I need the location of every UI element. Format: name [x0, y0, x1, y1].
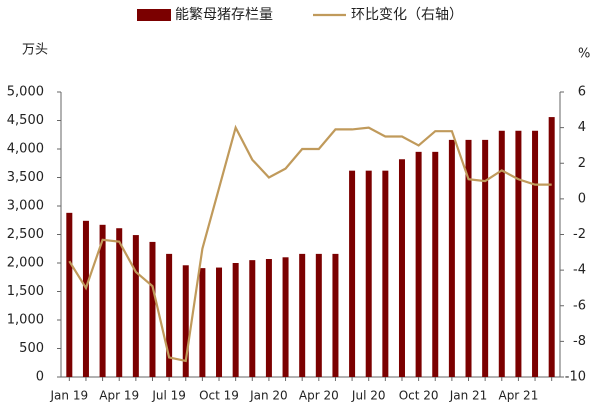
bar	[465, 139, 472, 377]
bar	[166, 253, 173, 377]
y2-tick-label: -6	[573, 298, 586, 313]
y2-tick-label: 4	[578, 120, 586, 135]
bar	[448, 139, 455, 377]
bar	[415, 151, 422, 377]
y2-axis-label: %	[578, 47, 590, 62]
bar	[515, 130, 522, 377]
y-tick-label: 4,000	[7, 142, 44, 157]
y2-tick-label: 0	[578, 191, 586, 206]
bar	[66, 212, 73, 377]
line	[68, 124, 552, 363]
x-tick-label: Apr 21	[498, 389, 538, 403]
bar	[249, 260, 256, 377]
bar	[332, 253, 339, 377]
y-tick-label: 500	[19, 341, 44, 356]
y2-tick-label: -8	[573, 334, 586, 349]
bar	[265, 259, 272, 377]
y2-tick-label: -4	[573, 263, 586, 278]
x-tick-label: Oct 19	[199, 389, 239, 403]
x-tick-label: Jan 21	[449, 389, 488, 403]
bar	[116, 228, 123, 377]
x-tick-label: Jan 19	[50, 389, 89, 403]
y-tick-label: 1,500	[7, 284, 44, 299]
y-tick-label: 4,500	[7, 113, 44, 128]
x-tick-label: Jul 20	[351, 389, 386, 403]
bar	[398, 159, 405, 377]
bar	[482, 139, 489, 377]
x-tick-label: Jan 20	[249, 389, 288, 403]
x-tick-label: Jul 19	[151, 389, 186, 403]
y2-tick-label: -2	[573, 227, 586, 242]
bar	[99, 224, 106, 377]
x-tick-label: Apr 19	[99, 389, 139, 403]
bar	[82, 220, 89, 377]
bar	[282, 257, 289, 377]
bar	[432, 151, 439, 377]
y-tick-label: 1,000	[7, 313, 44, 328]
y-tick-label: 0	[36, 370, 44, 385]
y2-tick-label: 2	[578, 156, 586, 171]
y-tick-label: 3,000	[7, 199, 44, 214]
bar	[498, 130, 505, 377]
legend-swatch	[137, 9, 171, 21]
bar	[149, 241, 156, 377]
bar	[232, 263, 239, 377]
x-tick-label: Apr 20	[299, 389, 339, 403]
bar	[315, 253, 322, 377]
bar	[299, 253, 306, 377]
y-tick-label: 2,500	[7, 227, 44, 242]
y-tick-label: 3,500	[7, 170, 44, 185]
legend-label: 能繁母猪存栏量	[175, 7, 273, 23]
legend-label: 环比变化（右轴）	[351, 7, 463, 23]
bar	[132, 235, 139, 377]
bar	[349, 170, 356, 377]
y2-tick-label: 6	[578, 85, 586, 100]
y-tick-label: 2,000	[7, 256, 44, 271]
bar	[216, 267, 223, 377]
y2-tick-label: -10	[565, 370, 586, 385]
bar	[199, 268, 206, 377]
x-tick-label: Oct 20	[399, 389, 439, 403]
y-tick-label: 5,000	[7, 85, 44, 100]
bar	[365, 170, 372, 377]
bar	[532, 130, 539, 377]
y-axis-label: 万头	[22, 43, 48, 58]
bar	[182, 265, 189, 377]
bar	[382, 170, 389, 377]
bar	[548, 117, 555, 377]
